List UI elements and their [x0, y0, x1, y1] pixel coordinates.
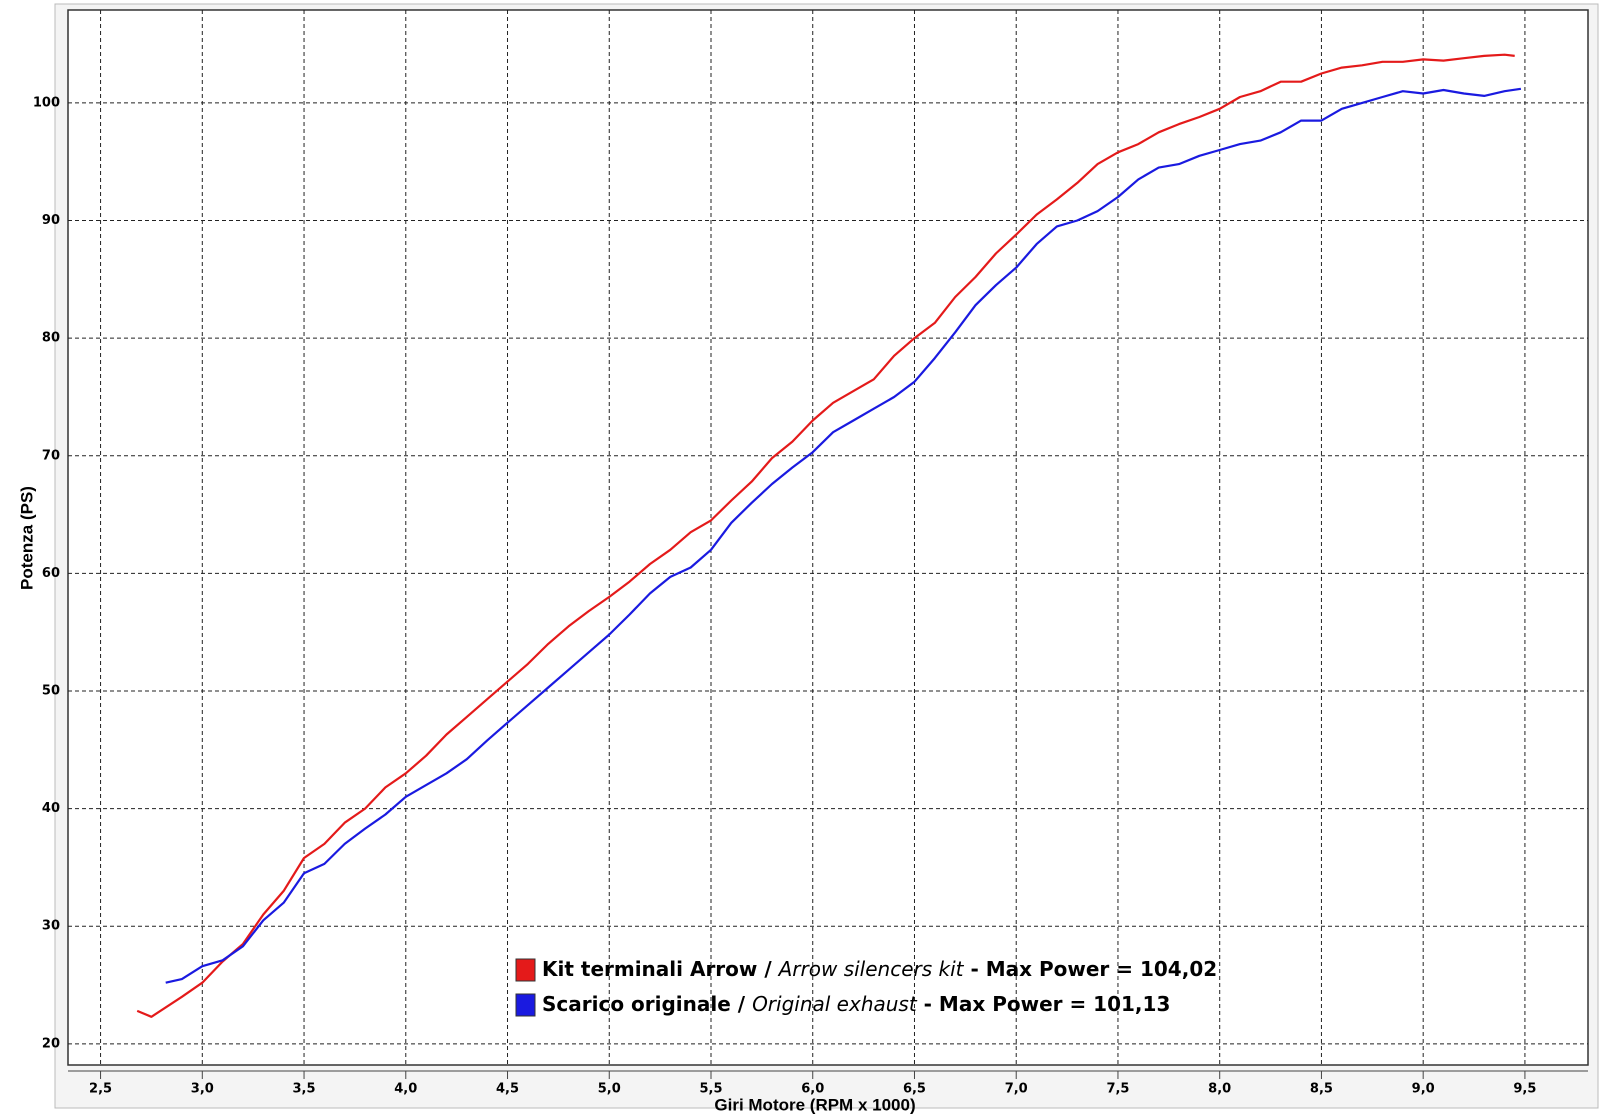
x-tick-label: 3,5 — [293, 1082, 316, 1097]
x-tick-label: 2,5 — [89, 1082, 112, 1097]
x-tick-label: 6,0 — [801, 1082, 824, 1097]
x-tick-label: 4,5 — [496, 1082, 519, 1097]
x-tick-label: 7,0 — [1005, 1082, 1028, 1097]
y-tick-label: 30 — [42, 919, 60, 934]
y-tick-label: 90 — [42, 213, 60, 228]
x-tick-label: 7,5 — [1106, 1082, 1129, 1097]
legend-swatch — [515, 958, 536, 982]
series-line — [165, 87, 1522, 984]
y-tick-label: 80 — [42, 331, 60, 346]
x-axis-title: Giri Motore (RPM x 1000) — [714, 1095, 915, 1114]
x-tick-label: 8,5 — [1310, 1082, 1333, 1097]
y-tick-label: 40 — [42, 801, 60, 816]
series-line — [136, 53, 1515, 1018]
x-tick-label: 3,0 — [191, 1082, 214, 1097]
y-axis-title: Potenza (PS) — [17, 486, 36, 590]
y-tick-label: 70 — [42, 448, 60, 463]
x-tick-label: 6,5 — [903, 1082, 926, 1097]
x-tick-label: 4,0 — [394, 1082, 417, 1097]
y-tick-label: 100 — [33, 95, 60, 110]
y-tick-label: 20 — [42, 1036, 60, 1051]
x-tick-label: 9,5 — [1513, 1082, 1536, 1097]
x-tick-label: 5,0 — [598, 1082, 621, 1097]
x-tick-label: 8,0 — [1208, 1082, 1231, 1097]
x-tick-label: 5,5 — [699, 1082, 722, 1097]
legend-swatch — [515, 993, 536, 1017]
y-tick-label: 60 — [42, 566, 60, 581]
plot-area — [67, 9, 1589, 1066]
y-tick-label: 50 — [42, 683, 60, 698]
legend-label: Scarico originale / Original exhaust - M… — [542, 992, 1170, 1016]
x-tick-label: 9,0 — [1412, 1082, 1435, 1097]
legend-label: Kit terminali Arrow / Arrow silencers ki… — [542, 957, 1217, 981]
